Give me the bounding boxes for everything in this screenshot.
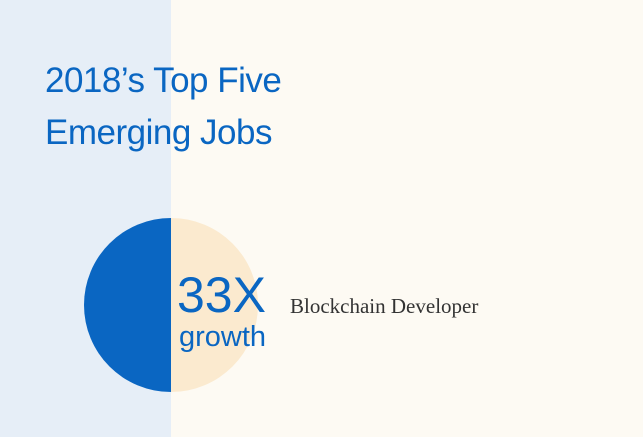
- growth-stat: 33X: [177, 267, 266, 323]
- title-line: 2018’s Top Five: [45, 61, 281, 100]
- circle-left-half: [84, 218, 171, 392]
- job-title: Blockchain Developer: [290, 294, 478, 318]
- growth-unit: growth: [179, 321, 266, 353]
- circle-right-half: [171, 218, 258, 392]
- title-line: Emerging Jobs: [45, 113, 272, 152]
